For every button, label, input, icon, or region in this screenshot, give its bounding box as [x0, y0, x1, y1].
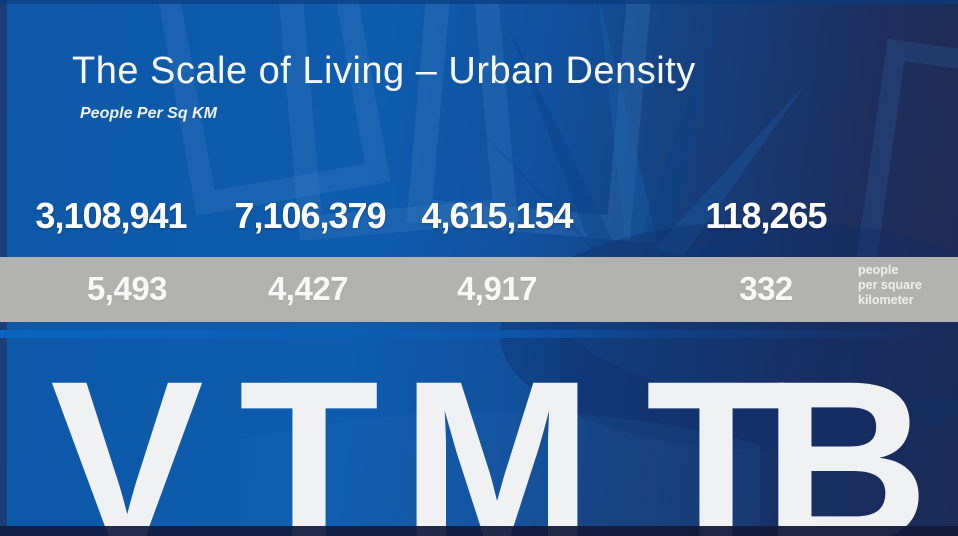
population-value-3: 4,615,154 — [421, 195, 573, 236]
top-edge-strip — [0, 0, 958, 4]
population-value-4: 118,265 — [705, 195, 827, 236]
city-letter-4: T — [645, 333, 787, 536]
density-unit-line-1: people — [858, 263, 899, 277]
window-frames-graphic — [154, 0, 958, 302]
population-value-1: 3,108,941 — [35, 195, 187, 236]
density-band: 5,493 4,427 4,917 332 people per square … — [0, 257, 958, 322]
population-value-2: 7,106,379 — [234, 195, 386, 236]
band-underline-strip — [0, 330, 958, 338]
density-value-3: 4,917 — [456, 270, 538, 307]
density-unit-line-2: per square — [858, 278, 922, 292]
city-letter-1: V — [50, 333, 204, 536]
density-value-1: 5,493 — [86, 270, 168, 307]
bottom-edge-bar — [0, 526, 958, 536]
city-letter-2: T — [238, 333, 380, 536]
density-value-4: 332 — [739, 270, 793, 307]
density-unit-line-3: kilometer — [858, 293, 914, 307]
city-letter-5: B — [762, 333, 930, 536]
page-subtitle: People Per Sq KM — [80, 105, 217, 122]
density-unit-caption: people per square kilometer — [858, 263, 922, 308]
density-value-2: 4,427 — [267, 270, 349, 307]
page-title: The Scale of Living – Urban Density — [72, 50, 696, 92]
city-letter-3: M — [401, 333, 593, 536]
